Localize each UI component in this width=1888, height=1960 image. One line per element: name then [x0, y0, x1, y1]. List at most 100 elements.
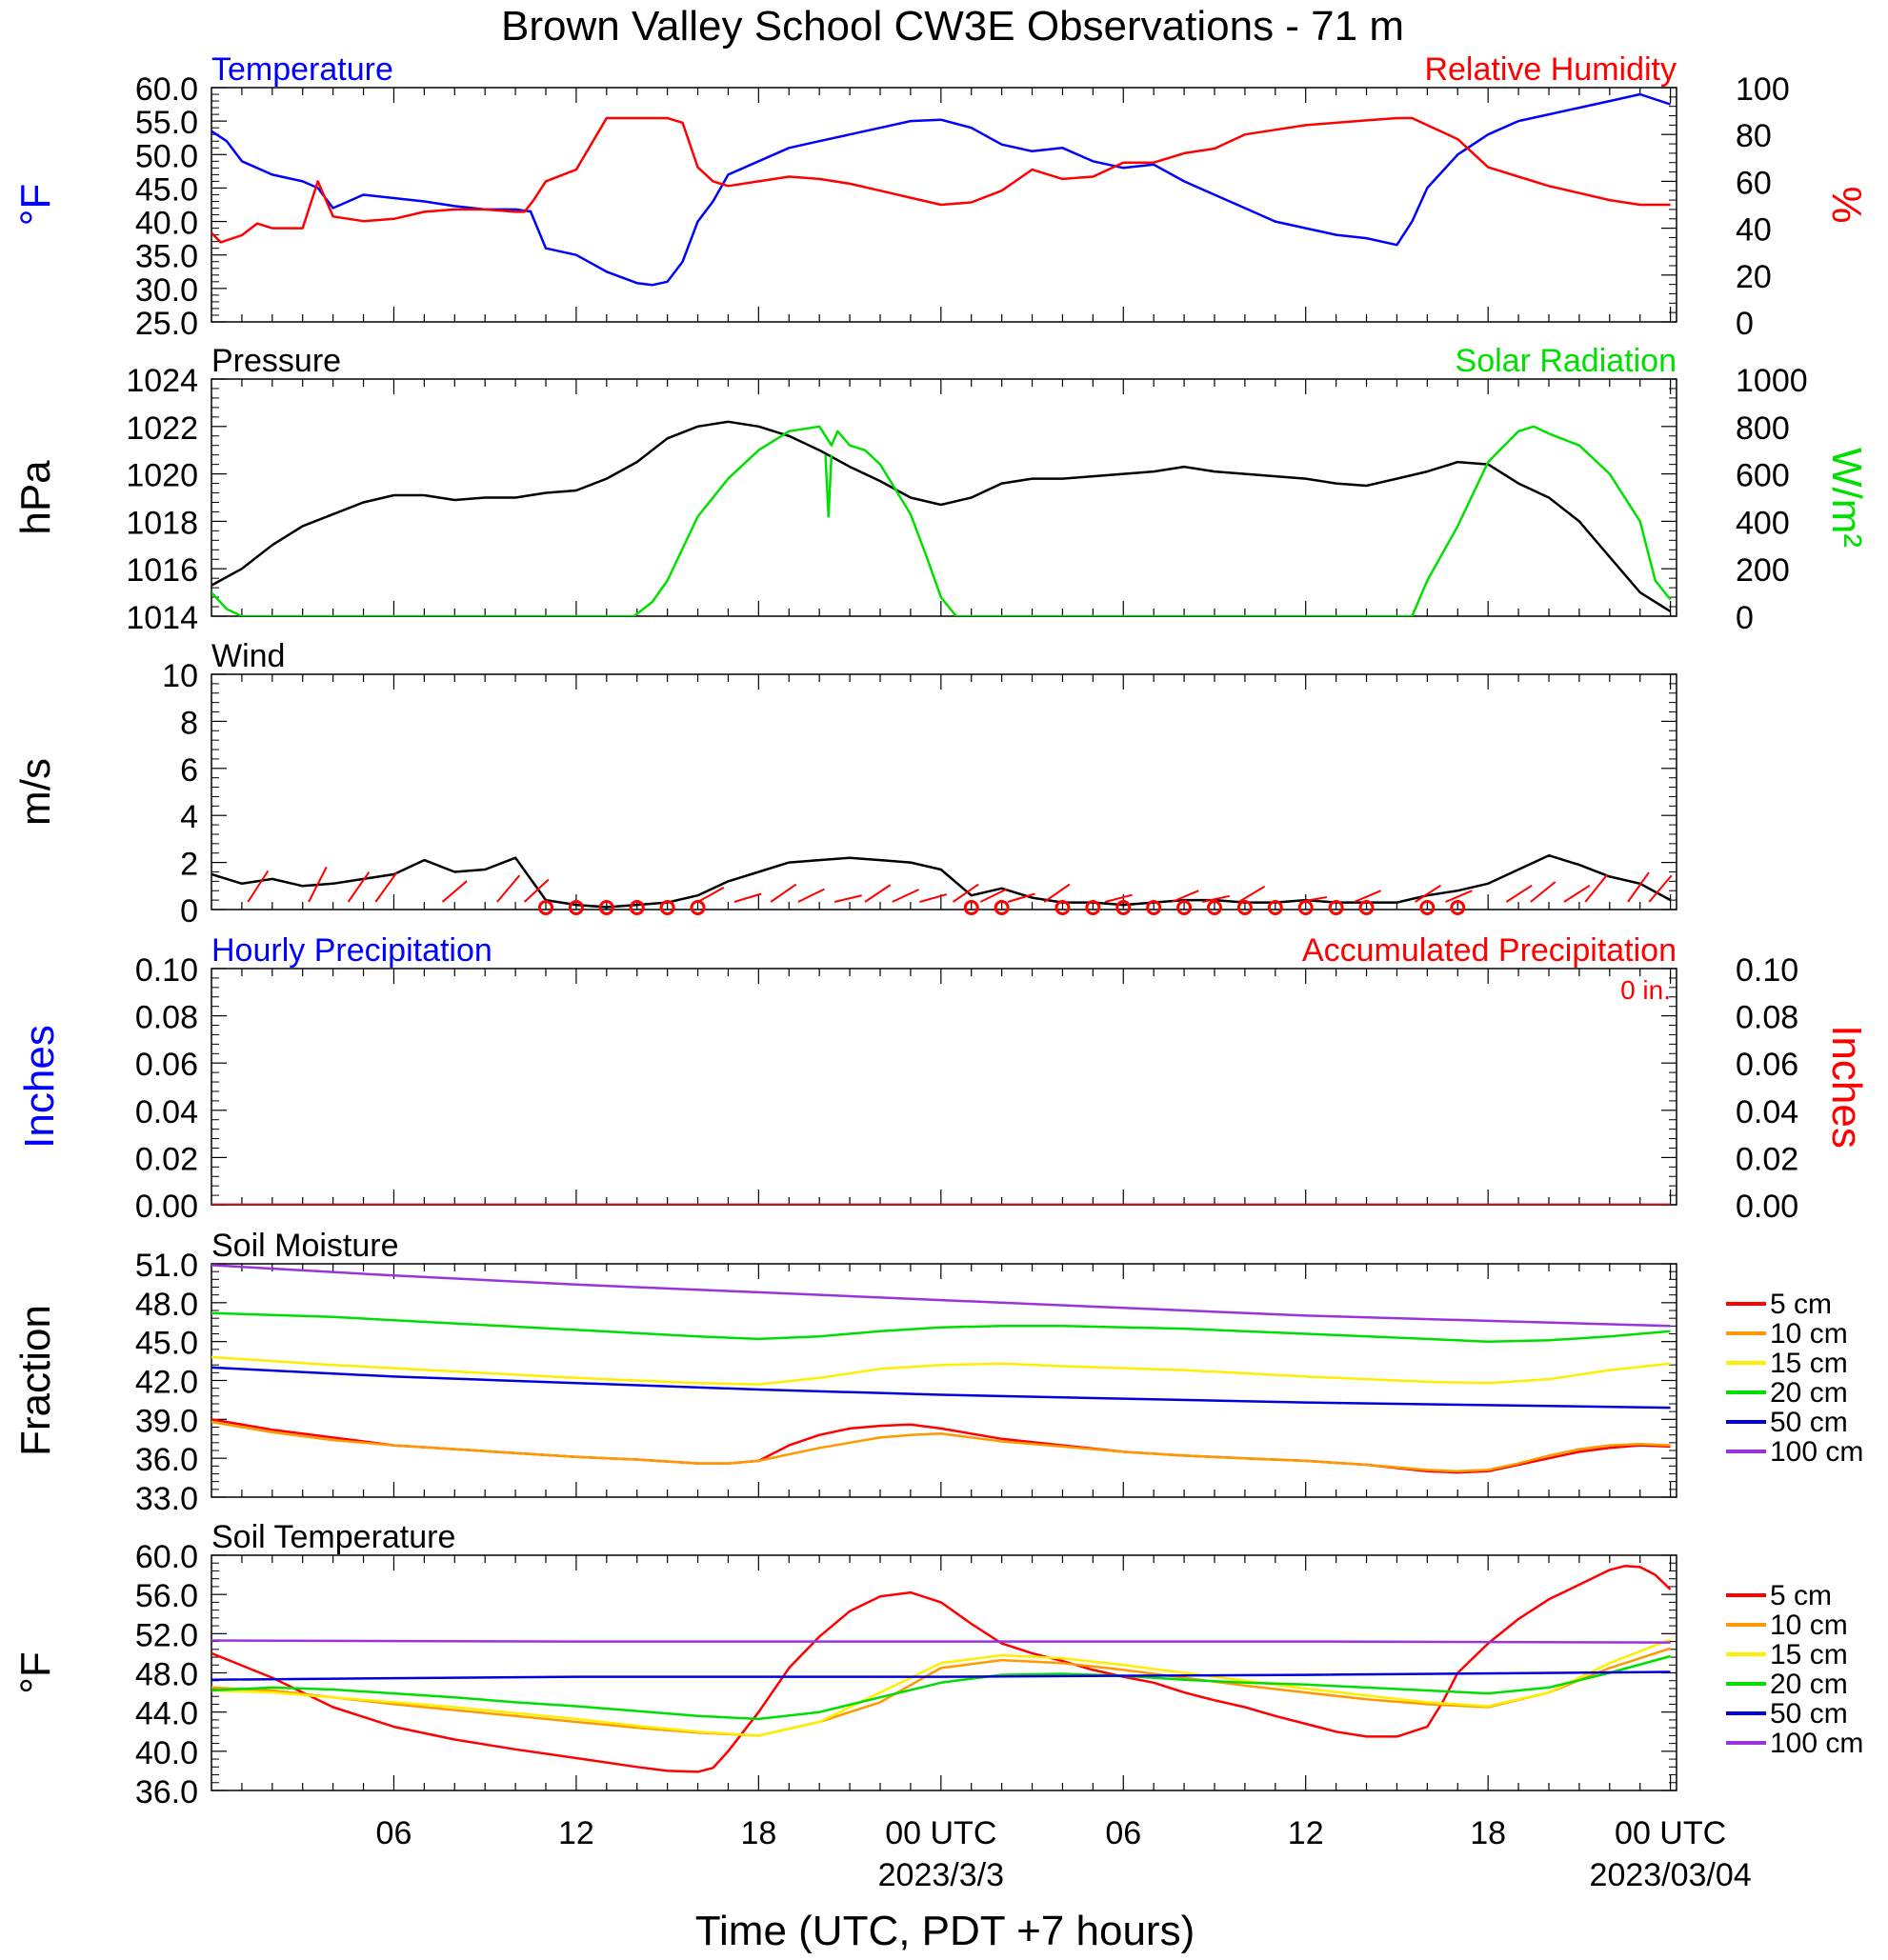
x-tick-label: 18 — [1470, 1815, 1506, 1851]
wind-barb — [1354, 890, 1382, 903]
plot-frame — [211, 87, 1677, 323]
y-right-tick-label: 60 — [1736, 165, 1772, 201]
x-tick-label: 12 — [1288, 1815, 1324, 1851]
calm-wind-marker — [1206, 900, 1222, 915]
x-axis-label: Time (UTC, PDT +7 hours) — [695, 1908, 1195, 1954]
legend-label: 50 cm — [1770, 1407, 1848, 1438]
y-tick-label: 44.0 — [135, 1696, 198, 1732]
wind-barb — [496, 874, 521, 903]
legend-label: 15 cm — [1770, 1639, 1848, 1670]
calm-wind-marker — [1236, 900, 1253, 915]
y-right-tick-label: 100 — [1736, 71, 1790, 108]
y-tick-label: 51.0 — [135, 1248, 198, 1284]
x-tick-label: 00 UTC — [1615, 1815, 1726, 1851]
calm-wind-marker — [629, 900, 645, 915]
panel-title-left: Hourly Precipitation — [211, 932, 492, 969]
y-axis-label: hPa — [12, 460, 59, 535]
wind-barb — [523, 878, 550, 903]
panel-soil_moisture: 33.036.039.042.045.048.051.0 Soil Moistur… — [12, 1228, 1863, 1517]
calm-wind-marker — [598, 900, 614, 915]
calm-wind-marker — [1450, 900, 1466, 915]
y-right-tick-label: 40 — [1736, 212, 1772, 249]
series-line-5-cm — [211, 1418, 1671, 1474]
wind-barb — [1563, 884, 1591, 903]
panels: 25.030.035.040.045.050.055.060.002040608… — [12, 51, 1870, 1893]
x-tick-label: 12 — [558, 1815, 594, 1851]
wind-barb — [1627, 871, 1650, 903]
panel-title-left: Pressure — [211, 343, 341, 379]
x-tick-label: 06 — [1105, 1815, 1141, 1851]
y-tick-label: 0 — [180, 893, 198, 930]
y-axis-label: Fraction — [12, 1305, 59, 1456]
wind-barb — [1415, 884, 1441, 903]
wind-barb — [1648, 874, 1673, 903]
wind-barb — [953, 883, 979, 903]
wind-barb — [374, 871, 398, 903]
y-tick-label: 1016 — [126, 552, 198, 589]
series-line-temperature — [211, 92, 1671, 287]
legend-label: 20 cm — [1770, 1669, 1848, 1700]
y-tick-label: 50.0 — [135, 138, 198, 174]
legend-label: 20 cm — [1770, 1377, 1848, 1409]
calm-wind-marker — [568, 900, 584, 915]
y-right-tick-label: 0.10 — [1736, 952, 1798, 989]
y-right-tick-label: 0.02 — [1736, 1141, 1798, 1177]
panel-title-right: Solar Radiation — [1456, 343, 1677, 379]
y-right-tick-label: 0.06 — [1736, 1047, 1798, 1083]
wind-barb — [864, 884, 892, 903]
series-line-50-cm — [211, 1670, 1671, 1681]
calm-wind-marker — [1328, 900, 1344, 915]
series-line-20-cm — [211, 1311, 1671, 1343]
panel-title-left: Wind — [211, 638, 285, 674]
y-right-tick-label: 0.00 — [1736, 1189, 1798, 1225]
wind-barb — [1043, 883, 1071, 903]
legend-label: 5 cm — [1770, 1580, 1832, 1611]
calm-wind-marker — [537, 900, 553, 915]
y-tick-label: 6 — [180, 752, 198, 789]
y-right-tick-label: 0 — [1736, 600, 1754, 636]
wind-barb — [797, 888, 825, 903]
y-tick-label: 0.02 — [135, 1141, 198, 1177]
legend-label: 5 cm — [1770, 1289, 1832, 1320]
precip-total-annotation: 0 in. — [1620, 975, 1671, 1005]
y-tick-label: 45.0 — [135, 171, 198, 208]
wind-barb — [1104, 893, 1133, 903]
y-tick-label: 60.0 — [135, 1539, 198, 1575]
y-tick-label: 1022 — [126, 410, 198, 447]
plot-frame — [211, 1263, 1677, 1498]
panel-title-right: Relative Humidity — [1424, 51, 1677, 88]
wind-barb — [441, 880, 468, 903]
y-tick-label: 0.10 — [135, 952, 198, 989]
wind-barb — [1007, 892, 1035, 903]
y-right-axis-label: Inches — [1823, 1025, 1870, 1149]
wind-barb — [892, 889, 919, 903]
y-right-tick-label: 0.08 — [1736, 1000, 1798, 1036]
series-line-20-cm — [211, 1654, 1671, 1721]
calm-wind-marker — [1146, 900, 1162, 915]
panel-pressure_solar: 1014 1016 1018 1020 1022 1024 0 200 400 600 800 100… — [12, 343, 1870, 636]
series-line-solar-radiation — [211, 425, 1672, 616]
calm-wind-marker — [1267, 900, 1283, 915]
legend-label: 50 cm — [1770, 1698, 1848, 1730]
wind-barb — [247, 870, 270, 903]
x-tick-label: 00 UTC — [885, 1815, 996, 1851]
legend-label: 10 cm — [1770, 1610, 1848, 1641]
y-tick-label: 10 — [162, 658, 198, 694]
wind-barb — [697, 886, 725, 903]
y-tick-label: 35.0 — [135, 239, 198, 275]
y-tick-label: 55.0 — [135, 105, 198, 141]
y-tick-label: 40.0 — [135, 206, 198, 242]
panel-temp_rh: 25.030.035.040.045.050.055.060.0 0 20 40 60 8… — [12, 51, 1870, 342]
calm-wind-marker — [1054, 900, 1071, 915]
wind-barb — [1530, 881, 1557, 903]
y-right-tick-label: 600 — [1736, 458, 1790, 494]
wind-barb — [1584, 873, 1609, 903]
x-tick-label: 18 — [740, 1815, 776, 1851]
wind-barb — [1202, 894, 1230, 903]
panel-precip: 0.00 0.02 0.04 0.06 0.08 0.10 0.00 0.02 0.04 0.06… — [16, 932, 1870, 1225]
y-tick-label: 1014 — [126, 600, 198, 636]
plot-frame — [211, 673, 1677, 910]
y-tick-label: 0.04 — [135, 1094, 198, 1130]
y-tick-label: 39.0 — [135, 1403, 198, 1439]
panel-title-left: Soil Moisture — [211, 1228, 399, 1264]
